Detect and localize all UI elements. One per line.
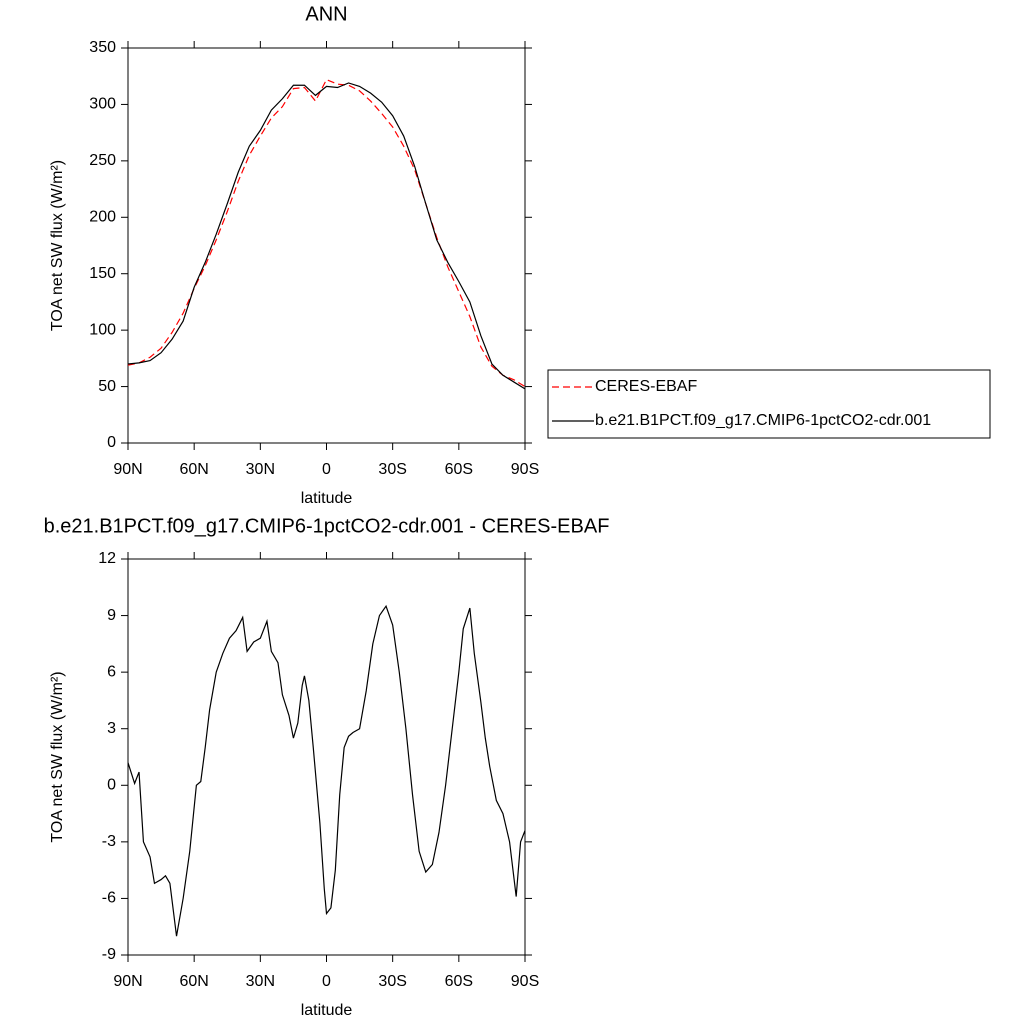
x-tick-label: 60S bbox=[445, 973, 473, 990]
x-tick-label: 90S bbox=[511, 461, 539, 478]
x-tick-label: 0 bbox=[322, 461, 331, 478]
y-tick-label: 50 bbox=[98, 378, 116, 395]
y-tick-label: 3 bbox=[107, 720, 116, 737]
x-tick-label: 60N bbox=[179, 973, 208, 990]
y-axis-label: TOA net SW flux (W/m²) bbox=[49, 160, 66, 331]
legend-box bbox=[547, 369, 991, 439]
y-tick-label: 100 bbox=[89, 321, 116, 338]
data-line bbox=[127, 604, 526, 937]
x-tick-label: 0 bbox=[322, 973, 331, 990]
x-tick-label: 30N bbox=[246, 973, 275, 990]
x-axis-label: latitude bbox=[301, 490, 353, 507]
y-tick-label: 9 bbox=[107, 607, 116, 624]
x-tick-label: 30S bbox=[378, 461, 406, 478]
y-tick-label: -6 bbox=[102, 890, 116, 907]
x-tick-label: 90S bbox=[511, 973, 539, 990]
data-line bbox=[127, 78, 526, 388]
y-tick-label: 12 bbox=[98, 550, 116, 567]
x-tick-label: 60S bbox=[445, 461, 473, 478]
x-tick-label: 90N bbox=[113, 973, 142, 990]
y-tick-label: -9 bbox=[102, 946, 116, 963]
chart-title: b.e21.B1PCT.f09_g17.CMIP6-1pctCO2-cdr.00… bbox=[44, 515, 610, 537]
legend-label: CERES-EBAF bbox=[595, 378, 697, 395]
y-tick-label: 6 bbox=[107, 663, 116, 680]
y-tick-label: 0 bbox=[107, 434, 116, 451]
y-tick-label: 350 bbox=[89, 39, 116, 56]
y-axis-label: TOA net SW flux (W/m²) bbox=[49, 671, 66, 842]
y-tick-label: 250 bbox=[89, 152, 116, 169]
x-tick-label: 60N bbox=[179, 461, 208, 478]
x-tick-label: 30S bbox=[378, 973, 406, 990]
data-line bbox=[127, 82, 526, 390]
plot-frame bbox=[127, 47, 526, 444]
y-tick-label: 300 bbox=[89, 96, 116, 113]
x-tick-label: 90N bbox=[113, 461, 142, 478]
chart-title: ANN bbox=[305, 3, 347, 25]
y-tick-label: 0 bbox=[107, 777, 116, 794]
y-tick-label: 200 bbox=[89, 209, 116, 226]
y-tick-label: -3 bbox=[102, 833, 116, 850]
legend-label: b.e21.B1PCT.f09_g17.CMIP6-1pctCO2-cdr.00… bbox=[595, 412, 931, 429]
x-tick-label: 30N bbox=[246, 461, 275, 478]
y-tick-label: 150 bbox=[89, 265, 116, 282]
x-axis-label: latitude bbox=[301, 1002, 353, 1019]
plot-frame bbox=[127, 558, 526, 956]
